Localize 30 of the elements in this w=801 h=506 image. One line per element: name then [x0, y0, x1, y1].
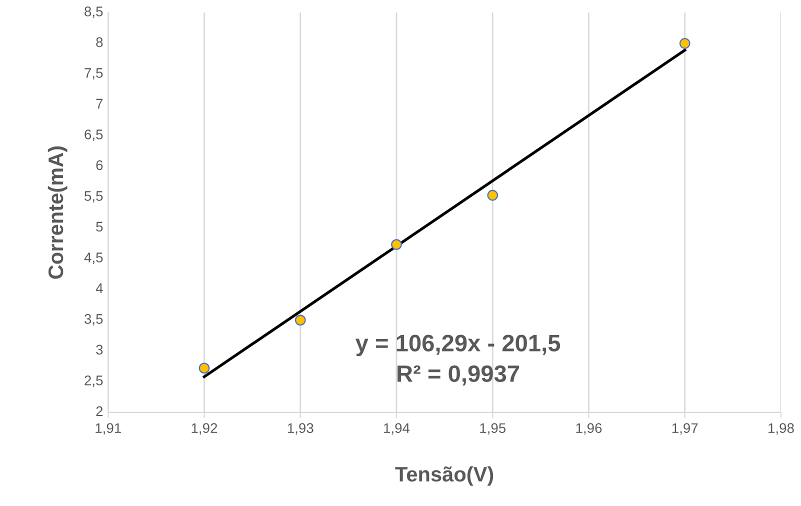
x-tick-label: 1,98	[768, 423, 794, 435]
y-tick-label: 6	[96, 160, 103, 170]
y-tick-label: 8	[96, 37, 103, 48]
x-tick-label: 1,93	[288, 423, 314, 435]
y-tick-label: 7,5	[84, 68, 103, 80]
y-tick-label: 3,5	[84, 314, 103, 326]
annotation: y = 106,29x - 201,5 R² = 0,9937	[355, 334, 560, 386]
y-tick-label: 4	[96, 283, 103, 293]
y-tick-label: 2	[96, 406, 103, 416]
point	[679, 38, 690, 49]
point	[391, 239, 402, 250]
y-tick-label: 6,5	[84, 130, 103, 142]
y-tick-label: 7	[96, 98, 103, 108]
x-tick-label: 1,97	[672, 423, 698, 435]
x-tick-label: 1,95	[480, 423, 506, 435]
point	[198, 362, 210, 374]
y-tick-label: 8,5	[84, 6, 103, 18]
y-tick-label: 5,5	[84, 191, 103, 203]
y-tick-label: 3	[96, 344, 103, 355]
x-tick-label: 1,96	[576, 423, 602, 435]
x-tick-label: 1,92	[192, 423, 218, 435]
y-axis-title: Corrente(mA)	[48, 146, 68, 279]
y-tick-label: 4,5	[84, 252, 103, 264]
point	[487, 190, 498, 201]
x-tick-label: 1,94	[384, 423, 410, 435]
point	[294, 314, 306, 326]
x-axis-title: Tensão(V)	[395, 466, 494, 486]
y-tick-label: 5	[96, 222, 103, 232]
x-tick-label: 1,91	[96, 423, 121, 435]
y-tick-label: 2,5	[84, 376, 103, 388]
